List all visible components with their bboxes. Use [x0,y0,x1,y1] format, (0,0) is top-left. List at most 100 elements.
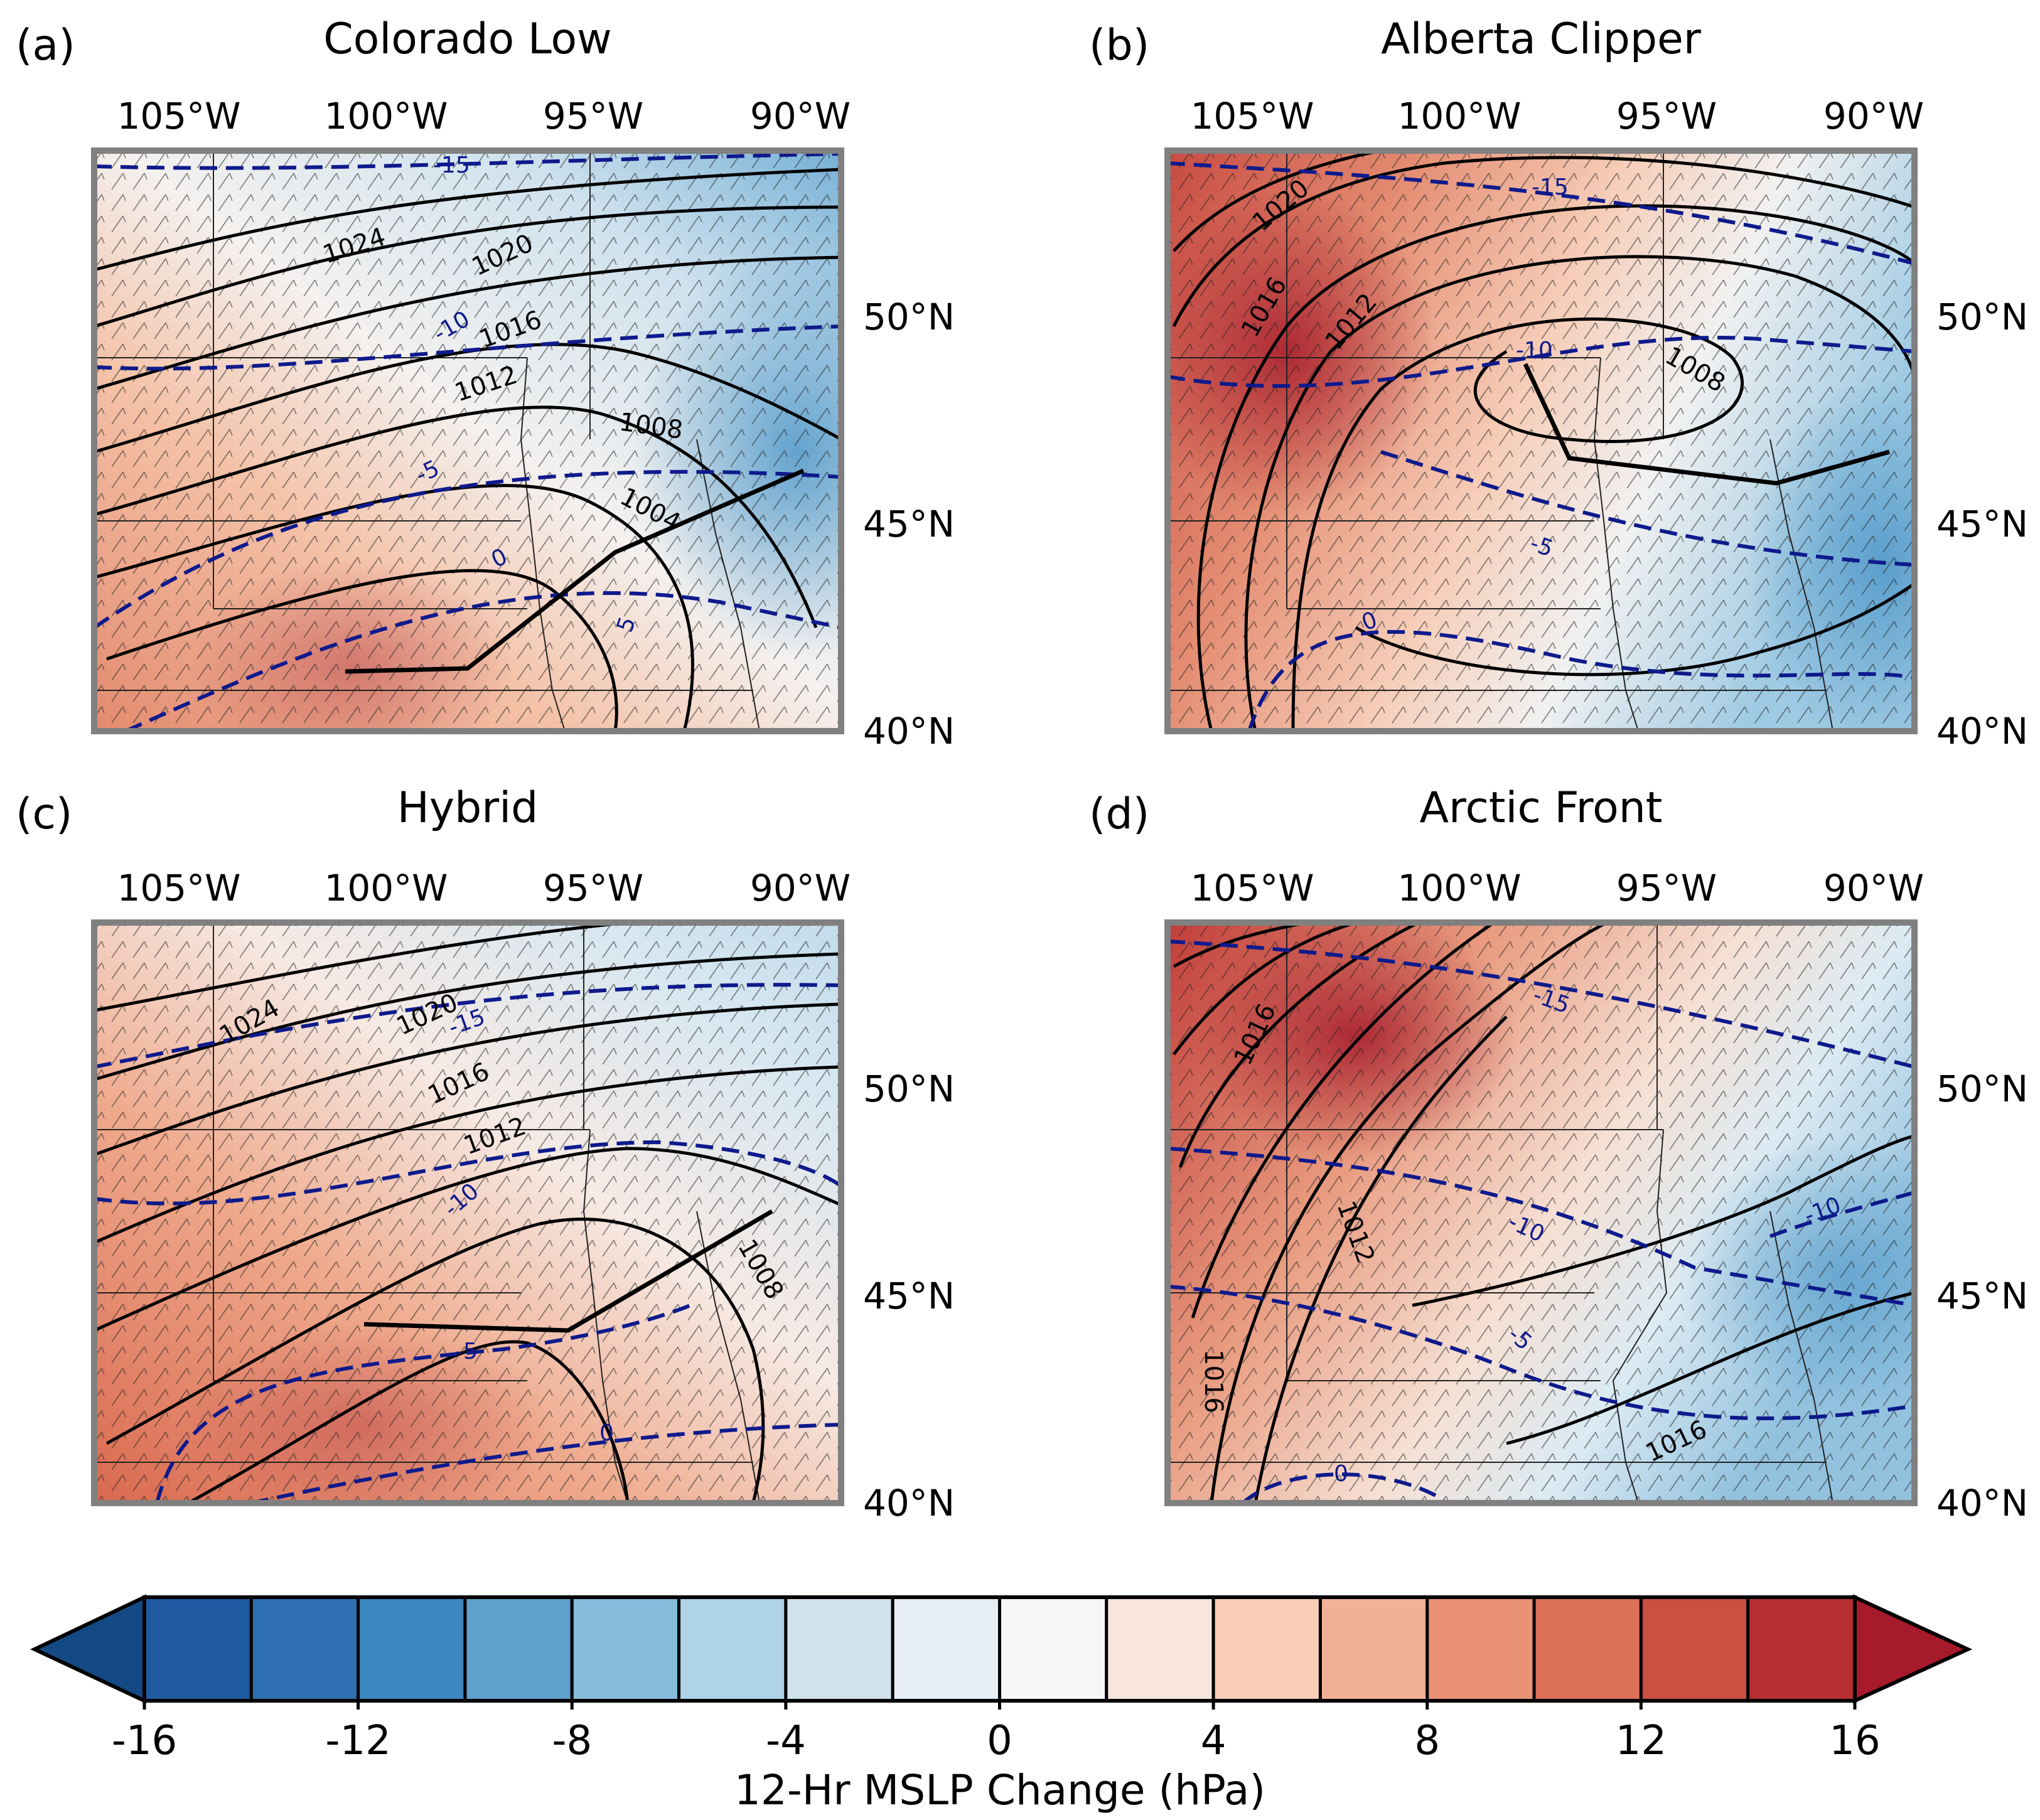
colorbar-cell [570,1595,681,1703]
map-frame [91,147,844,734]
lon-tick-label: 90°W [750,867,851,909]
temp-label: -15 [433,153,470,178]
state-borders [1171,923,1833,1503]
lon-tick-label: 95°W [1616,867,1717,909]
panel-title: Colorado Low [323,14,612,64]
lon-tick-label: 105°W [1190,95,1314,137]
isobars [1173,923,1914,1503]
panel-title: Arctic Front [1420,783,1663,833]
temperature-contours [94,152,841,731]
lat-tick-label: 40°N [1936,1482,2028,1524]
colorbar-cell [249,1595,360,1703]
state-borders [97,923,760,1503]
lon-tick-label: 100°W [324,867,448,909]
colorbar-tick-label: 16 [1829,1718,1880,1764]
isobars [94,923,841,1503]
colorbar-tick-label: 12 [1616,1718,1667,1764]
lat-tick-label: 50°N [863,296,955,338]
isobars [1172,151,1914,731]
lon-tick-label: 100°W [324,95,448,137]
colorbar-cell [1318,1595,1429,1703]
lat-tick-label: 40°N [1936,710,2028,752]
front-line [363,1209,773,1333]
lon-tick-label: 100°W [1397,95,1521,137]
panel-d: (d) Arctic Front 105°W 100°W 95°W 90°W 5… [1089,783,2028,1524]
lon-tick-label: 105°W [1190,867,1314,909]
front-line [345,468,805,674]
lat-tick-label: 50°N [863,1068,955,1110]
lon-tick-label: 95°W [543,867,643,909]
panel-a: (a) Colorado Low 105°W 100°W 95°W 90°W 5… [16,14,955,752]
map-area [1168,923,1914,1503]
lon-tick-label: 105°W [117,867,240,909]
isobar-label: 1016 [1199,1349,1228,1413]
lat-tick-label: 45°N [863,503,955,545]
colorbar-cell [1639,1595,1750,1703]
colorbar: -16 -12 -8 -4 0 4 8 12 16 12-Hr MSLP Change (hPa… [30,1594,1973,1814]
lon-tick-label: 90°W [750,95,851,137]
panel-letter: (d) [1089,790,1149,839]
colorbar-cell [677,1595,788,1703]
colorbar-cell [1211,1595,1322,1703]
lat-tick-label: 45°N [1936,503,2028,545]
map-frame [91,919,844,1506]
colorbar-cell [1746,1595,1857,1703]
isobars [94,168,841,731]
panel-title: Hybrid [397,783,539,833]
temperature-labels: -15 -10 -5 0 [1358,174,1569,636]
wind-barbs [1168,151,1914,731]
map-area [1168,151,1914,731]
panel-letter: (c) [16,790,72,839]
colorbar-cell [463,1595,574,1703]
colorbar-tick-label: -12 [325,1718,391,1764]
temp-label: 0 [1334,1461,1348,1487]
lon-tick-label: 95°W [1616,95,1717,137]
panel-letter: (b) [1089,21,1149,70]
lat-tick-label: 45°N [1936,1275,2028,1317]
colorbar-tick-label: -4 [766,1718,806,1764]
colorbar-cell [1532,1595,1643,1703]
wind-barbs [94,151,841,731]
colorbar-tick-label: 4 [1201,1718,1227,1764]
panel-title: Alberta Clipper [1381,14,1701,64]
map-frame [1164,147,1918,734]
map-area [94,151,841,731]
colorbar-ticks: -16 -12 -8 -4 0 4 8 12 16 [112,1701,1881,1764]
colorbar-extend-low [30,1594,146,1704]
lon-tick-label: 105°W [117,95,240,137]
colorbar-cells [142,1595,1857,1703]
colorbar-cell [784,1595,894,1703]
lat-tick-label: 40°N [863,710,955,752]
colorbar-cell [1425,1595,1536,1703]
colorbar-tick-label: 0 [987,1718,1012,1764]
temp-label: -15 [1532,174,1569,200]
lon-tick-label: 100°W [1397,867,1521,909]
colorbar-extend-high [1853,1594,1973,1704]
lon-tick-label: 90°W [1823,95,1924,137]
state-borders [1171,151,1833,731]
colorbar-label: 12-Hr MSLP Change (hPa) [734,1766,1265,1814]
colorbar-tick-label: -8 [552,1718,592,1764]
colorbar-tick-label: -16 [112,1718,178,1764]
panel-b: (b) Alberta Clipper 105°W 100°W 95°W 90°… [1089,14,2028,752]
colorbar-cell [891,1595,1001,1703]
panel-letter: (a) [16,21,75,70]
front-line [1523,363,1890,486]
colorbar-cell [998,1595,1109,1703]
temp-label: -10 [1516,338,1553,363]
map-frame [1164,919,1918,1506]
lon-tick-label: 95°W [543,95,643,137]
lat-tick-label: 40°N [863,1482,955,1524]
temperature-contours [1168,161,1914,731]
temperature-contours [94,983,841,1503]
lon-tick-label: 90°W [1823,867,1924,909]
lat-tick-label: 50°N [1936,296,2028,338]
temperature-contours [1168,939,1914,1503]
temp-label: 0 [599,1420,614,1446]
wind-barbs [1168,923,1914,1503]
panel-c: (c) Hybrid 105°W 100°W 95°W 90°W 50°N 45… [16,783,955,1524]
lat-tick-label: 45°N [863,1275,955,1317]
wind-barbs [94,923,841,1503]
colorbar-cell [142,1595,253,1703]
